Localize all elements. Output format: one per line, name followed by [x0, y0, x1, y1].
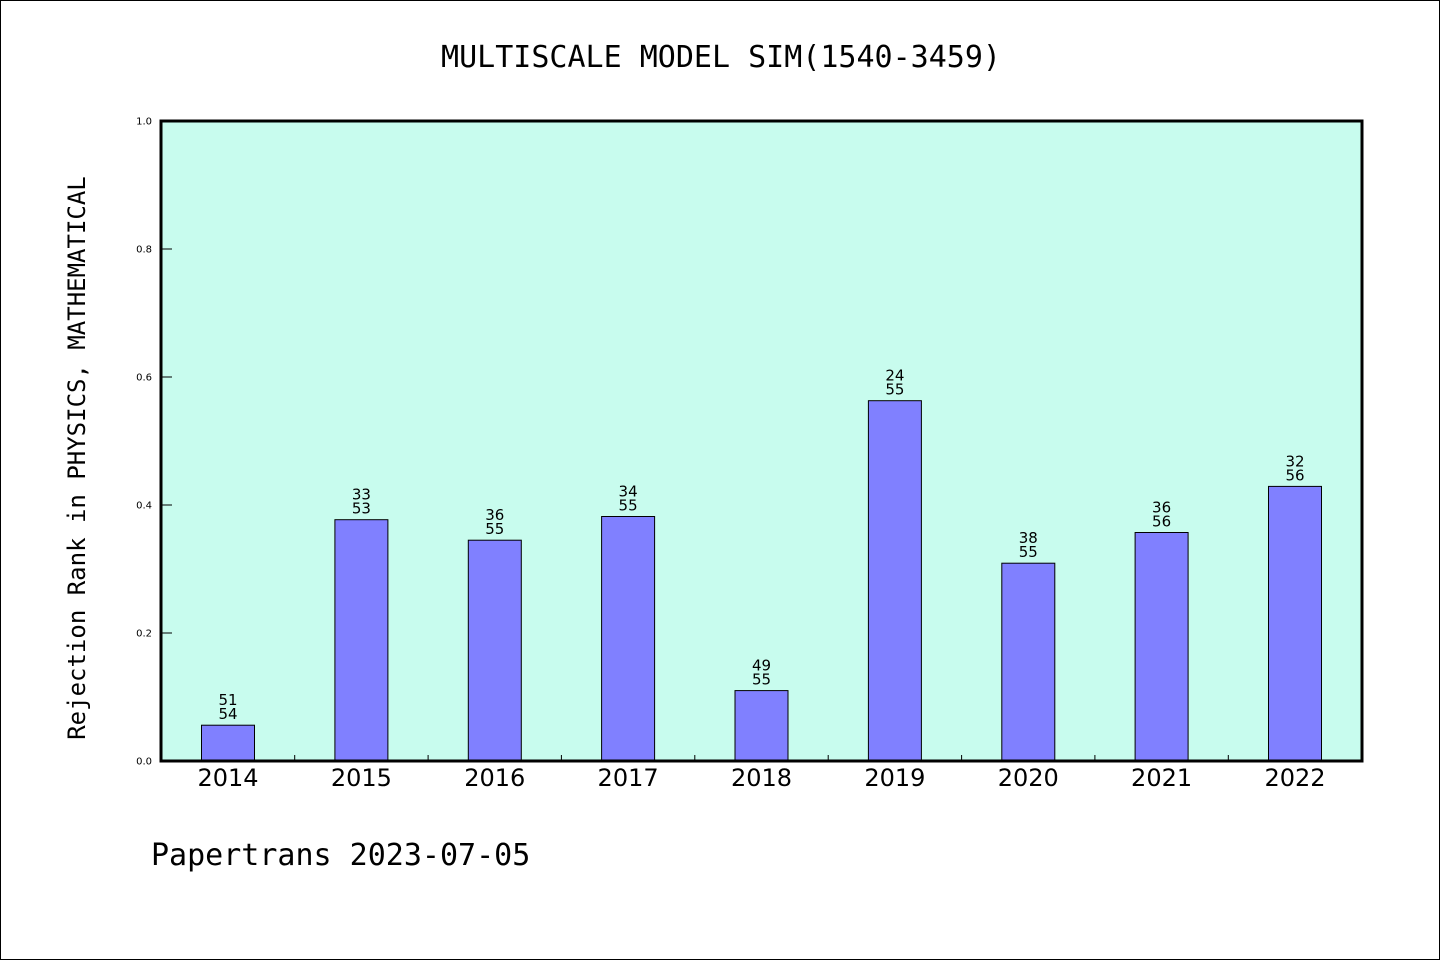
bar-label-top-2014: 51 [218, 691, 237, 709]
footer-text: Papertrans 2023-07-05 [151, 838, 530, 873]
bar-label-top-2016: 36 [485, 506, 504, 524]
bar-label-bottom-2019: 55 [885, 381, 904, 399]
x-tick-label-2022: 2022 [1264, 764, 1325, 792]
y-axis-label: Rejection Rank in PHYSICS, MATHEMATICAL [63, 176, 91, 740]
bar-label-top-2022: 32 [1285, 452, 1304, 470]
bar-label-top-2019: 24 [885, 367, 904, 385]
x-axis: 2014 2015 2016 2017 2018 2019 2020 2021 2022 [197, 755, 1326, 792]
x-tick-label-2021: 2021 [1131, 764, 1192, 792]
bar-2016 [467, 539, 522, 762]
bar-label-top-2020: 38 [1019, 529, 1038, 547]
x-tick-label-2019: 2019 [864, 764, 925, 792]
bar-label-bottom-2020: 55 [1019, 543, 1038, 561]
plot-border [159, 119, 1364, 763]
bar-label-bottom-2014: 54 [218, 705, 237, 723]
y-axis: 0.0 0.2 0.4 0.6 0.8 1.0 [136, 117, 172, 768]
bar-label-bottom-2016: 55 [485, 520, 504, 538]
bar-2020 [1001, 562, 1056, 762]
x-tick-label-2017: 2017 [598, 764, 659, 792]
bar-2019 [867, 400, 922, 762]
bar-2014 [201, 724, 255, 762]
bar-label-bottom-2015: 53 [352, 500, 371, 518]
bar-label-top-2021: 36 [1152, 499, 1171, 517]
bar-2017 [601, 516, 656, 762]
bar-2018 [734, 690, 789, 762]
bars-group [201, 400, 1322, 762]
bar-label-bottom-2022: 56 [1285, 466, 1304, 484]
y-tick-label-3: 0.6 [136, 373, 152, 384]
x-tick-label-2014: 2014 [197, 764, 258, 792]
bar-2022 [1268, 485, 1322, 762]
bar-label-top-2015: 33 [352, 486, 371, 504]
y-tick-label-1: 0.2 [136, 629, 152, 640]
x-tick-label-2015: 2015 [331, 764, 392, 792]
y-tick-label-2: 0.4 [136, 501, 152, 512]
y-tick-label-4: 0.8 [136, 245, 152, 256]
bar-2021 [1134, 532, 1189, 762]
chart-title: MULTISCALE MODEL SIM(1540-3459) [441, 40, 1001, 75]
bar-label-bottom-2017: 55 [619, 497, 638, 515]
x-tick-label-2020: 2020 [998, 764, 1059, 792]
y-tick-label-0: 0.0 [136, 757, 152, 768]
bar-2015 [334, 519, 389, 762]
x-tick-label-2018: 2018 [731, 764, 792, 792]
bar-label-bottom-2021: 56 [1152, 513, 1171, 531]
y-tick-label-5: 1.0 [136, 117, 152, 128]
bar-label-top-2017: 34 [619, 483, 638, 501]
bar-label-top-2018: 49 [752, 657, 771, 675]
bar-label-bottom-2018: 55 [752, 671, 771, 689]
x-tick-label-2016: 2016 [464, 764, 525, 792]
